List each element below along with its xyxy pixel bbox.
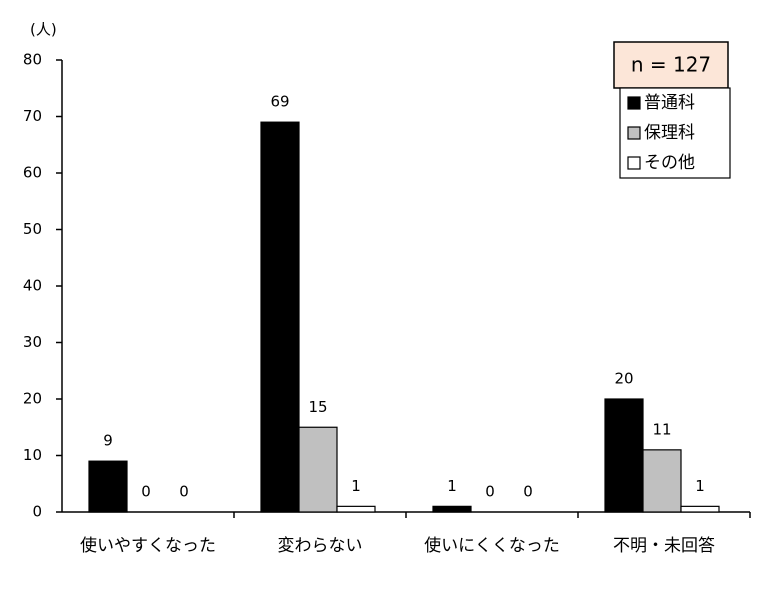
bar: [260, 121, 300, 513]
y-tick-label: 10: [23, 446, 42, 464]
data-label: 9: [103, 432, 113, 450]
data-label: 0: [141, 483, 151, 501]
data-label: 0: [523, 483, 533, 501]
x-tick-label: 使いやすくなった: [80, 535, 216, 556]
y-axis-label: (人): [30, 21, 57, 39]
data-label: 11: [652, 420, 671, 438]
y-tick-label: 40: [23, 277, 42, 295]
y-tick-label: 30: [23, 333, 42, 351]
y-tick-label: 0: [32, 503, 42, 521]
data-label: 1: [695, 477, 705, 495]
data-label: 1: [351, 477, 361, 495]
bar: [680, 505, 720, 513]
data-label: 1: [447, 477, 457, 495]
y-tick-label: 60: [23, 164, 42, 182]
bar: [298, 426, 338, 513]
x-tick-label: 変わらない: [278, 536, 363, 556]
annotation-box: [613, 41, 729, 89]
data-label: 0: [485, 483, 495, 501]
data-label: 15: [308, 398, 327, 416]
data-label: 69: [270, 93, 289, 111]
legend-swatch: [627, 96, 641, 110]
y-tick-label: 50: [23, 220, 42, 238]
y-tick-label: 20: [23, 390, 42, 408]
y-tick-label: 70: [23, 107, 42, 125]
x-tick-label: 不明・未回答: [613, 536, 715, 556]
data-label: 20: [614, 370, 633, 388]
legend-swatch: [627, 126, 641, 140]
data-label: 0: [179, 483, 189, 501]
legend-swatch: [627, 156, 641, 170]
bar: [336, 505, 376, 513]
annotation: n = 127: [631, 53, 711, 77]
bar: [642, 449, 682, 513]
legend-label: その他: [644, 153, 695, 173]
x-tick-label: 使いにくくなった: [424, 535, 560, 556]
bar: [88, 460, 128, 513]
legend-label: 普通科: [644, 93, 695, 113]
y-tick-label: 80: [23, 51, 42, 69]
bar: [604, 398, 644, 513]
bar: [432, 505, 472, 513]
legend-label: 保理科: [644, 123, 695, 143]
